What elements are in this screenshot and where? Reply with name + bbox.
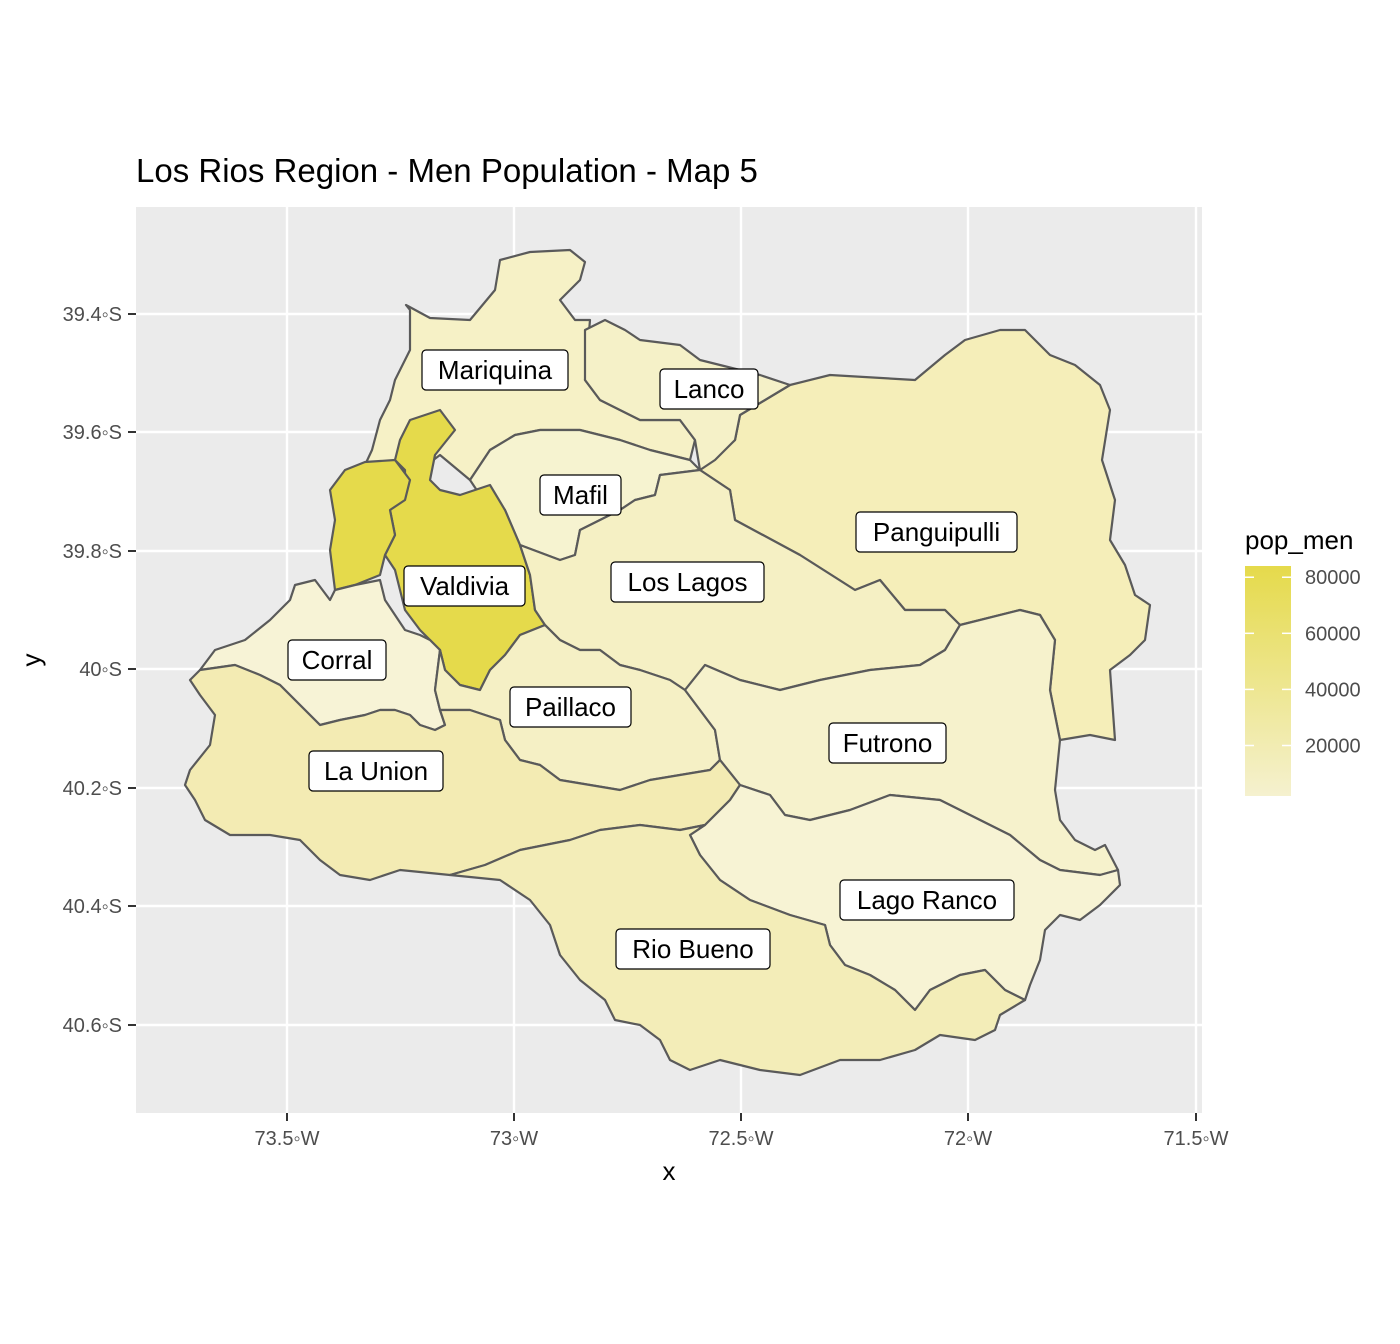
label-lanco[interactable]: Lanco (659, 368, 759, 410)
label-futrono[interactable]: Futrono (828, 722, 947, 764)
y-tick-label: 39.8◦S (63, 541, 122, 563)
label-rio-bueno[interactable]: Rio Bueno (615, 928, 771, 970)
label-paillaco[interactable]: Paillaco (509, 686, 632, 728)
svg-text:Lago Ranco: Lago Ranco (857, 885, 997, 915)
y-tick-label: 39.6◦S (63, 422, 122, 444)
y-tick-label: 40◦S (79, 659, 122, 681)
x-tick-label: 71.5◦W (1164, 1128, 1229, 1150)
svg-text:Mafil: Mafil (553, 480, 608, 510)
legend-title: pop_men (1245, 525, 1353, 555)
legend-ticks: 80000 60000 40000 20000 (1245, 567, 1361, 758)
svg-text:Paillaco: Paillaco (525, 692, 616, 722)
svg-text:Corral: Corral (302, 645, 373, 675)
legend-colorbar (1245, 566, 1291, 796)
svg-text:Lanco: Lanco (674, 374, 745, 404)
svg-text:Panguipulli: Panguipulli (873, 517, 1000, 547)
y-axis-title: y (16, 654, 46, 667)
svg-text:La Union: La Union (324, 756, 428, 786)
label-panguipulli[interactable]: Panguipulli (855, 511, 1018, 553)
label-la-union[interactable]: La Union (308, 750, 444, 792)
x-tick-label: 73.5◦W (255, 1128, 320, 1150)
svg-text:Los Lagos: Los Lagos (628, 567, 748, 597)
svg-text:Futrono: Futrono (843, 728, 933, 758)
legend-tick-label: 80000 (1305, 567, 1361, 589)
svg-text:Valdivia: Valdivia (420, 571, 510, 601)
label-los-lagos[interactable]: Los Lagos (610, 561, 765, 603)
label-mafil[interactable]: Mafil (539, 474, 622, 516)
region-valdivia-west[interactable] (328, 458, 412, 592)
legend-tick-label: 20000 (1305, 736, 1361, 758)
y-tick-label: 40.6◦S (63, 1015, 122, 1037)
label-mariquina[interactable]: Mariquina (421, 349, 569, 391)
svg-text:Rio Bueno: Rio Bueno (632, 934, 753, 964)
x-axis-title: x (663, 1156, 676, 1186)
legend-tick-label: 60000 (1305, 623, 1361, 645)
legend-tick-label: 40000 (1305, 679, 1361, 701)
x-axis: 73.5◦W 73◦W 72.5◦W 72◦W 71.5◦W (255, 1113, 1229, 1150)
y-axis: 39.4◦S 39.6◦S 39.8◦S 40◦S 40.2◦S 40.4◦S … (63, 304, 136, 1037)
x-tick-label: 73◦W (490, 1128, 538, 1150)
y-tick-label: 40.4◦S (63, 896, 122, 918)
svg-text:Mariquina: Mariquina (438, 355, 553, 385)
label-corral[interactable]: Corral (287, 639, 387, 681)
x-tick-label: 72◦W (944, 1128, 992, 1150)
legend: pop_men 80000 60000 40000 20000 (1245, 525, 1361, 796)
y-tick-label: 40.2◦S (63, 778, 122, 800)
label-lago-ranco[interactable]: Lago Ranco (839, 879, 1015, 921)
region-labels: Mariquina Lanco Mafil Panguipulli Los La… (287, 349, 1018, 970)
region-la-union[interactable] (183, 663, 742, 882)
map-title: Los Rios Region - Men Population - Map 5 (136, 152, 758, 189)
label-valdivia[interactable]: Valdivia (403, 565, 526, 607)
y-tick-label: 39.4◦S (63, 304, 122, 326)
x-tick-label: 72.5◦W (709, 1128, 774, 1150)
